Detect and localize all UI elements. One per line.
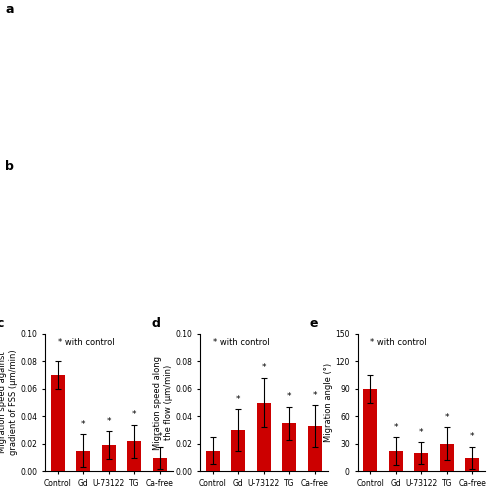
Text: *: * (419, 428, 424, 436)
Text: *: * (312, 391, 317, 400)
Bar (256, 403, 271, 471)
Bar (152, 458, 167, 471)
Bar (440, 444, 454, 471)
Text: *: * (236, 395, 240, 404)
Text: *: * (394, 423, 398, 432)
Text: * with control: * with control (370, 338, 427, 347)
Text: *: * (444, 413, 449, 422)
Text: *: * (287, 392, 292, 401)
Text: *: * (158, 432, 162, 441)
Bar (414, 453, 428, 471)
Bar (363, 389, 378, 471)
Bar (76, 451, 90, 471)
Text: d: d (152, 317, 160, 330)
Text: b: b (5, 160, 14, 172)
Y-axis label: Migration speed along
the flow (μm/min): Migration speed along the flow (μm/min) (153, 355, 172, 450)
Text: * with control: * with control (58, 338, 114, 347)
Text: *: * (470, 432, 474, 441)
Bar (465, 458, 479, 471)
Bar (206, 451, 220, 471)
Text: *: * (81, 420, 86, 429)
Text: *: * (132, 410, 136, 419)
Text: * with control: * with control (213, 338, 270, 347)
Bar (388, 451, 403, 471)
Bar (127, 441, 142, 471)
Bar (102, 445, 116, 471)
Y-axis label: Migration angle (°): Migration angle (°) (324, 363, 332, 442)
Bar (282, 423, 296, 471)
Bar (50, 375, 65, 471)
Text: *: * (106, 417, 111, 426)
Bar (308, 426, 322, 471)
Text: a: a (5, 3, 14, 16)
Y-axis label: Migration speed against
gradient of FSS (μm/min): Migration speed against gradient of FSS … (0, 350, 18, 456)
Text: c: c (0, 317, 4, 330)
Text: e: e (309, 317, 318, 330)
Text: *: * (262, 363, 266, 372)
Bar (231, 430, 246, 471)
